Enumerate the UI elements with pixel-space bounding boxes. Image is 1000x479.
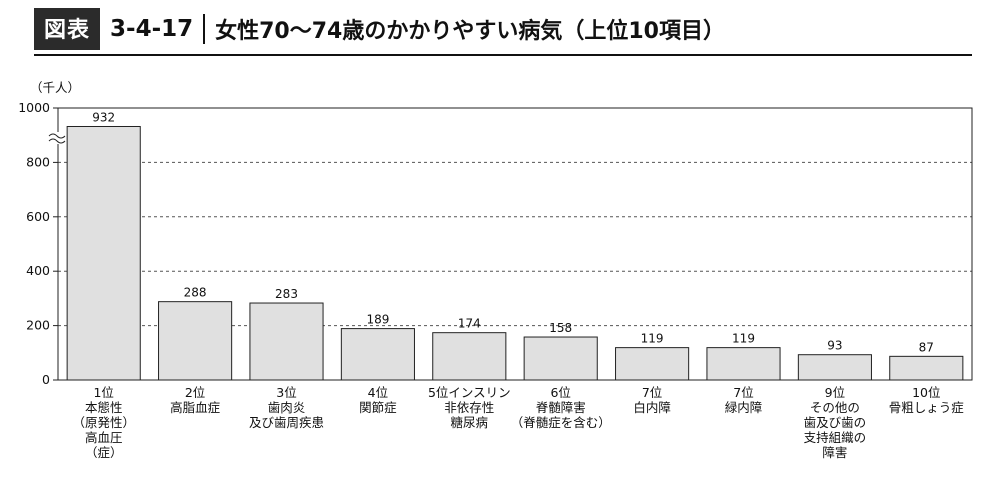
category-label: 3位 bbox=[276, 385, 296, 400]
bar bbox=[340, 328, 415, 381]
category-label: 本態性 bbox=[85, 400, 123, 415]
category-label: 9位 bbox=[825, 385, 845, 400]
category-label: 糖尿病 bbox=[451, 415, 489, 430]
bar bbox=[158, 301, 233, 381]
category-label: 脊髄障害 bbox=[536, 400, 586, 415]
category-label: （原発性） bbox=[72, 415, 135, 430]
category-label: 及び歯周疾患 bbox=[249, 415, 324, 430]
category-label: 歯及び歯の bbox=[804, 415, 867, 430]
data-label: 87 bbox=[919, 340, 934, 354]
category-label: （脊髄症を含む） bbox=[511, 415, 611, 430]
header-rule bbox=[34, 54, 972, 56]
data-label: 158 bbox=[549, 321, 572, 335]
category-label: 支持組織の bbox=[804, 430, 867, 445]
category-label: 6位 bbox=[550, 385, 570, 400]
bar bbox=[432, 332, 507, 381]
category-label: 7位 bbox=[733, 385, 753, 400]
category-label: 緑内障 bbox=[725, 400, 763, 415]
category-label: 障害 bbox=[822, 445, 847, 460]
axis-break-mask bbox=[50, 132, 64, 144]
category-label: 歯肉炎 bbox=[268, 400, 306, 415]
figure-number: 3-4-17 bbox=[110, 16, 194, 42]
bar bbox=[889, 355, 964, 381]
category-label: 2位 bbox=[185, 385, 205, 400]
data-label: 283 bbox=[275, 287, 298, 301]
figure-header: 図表 3-4-17 女性70～74歳のかかりやすい病気（上位10項目） bbox=[34, 8, 725, 50]
y-tick-label: 1000 bbox=[18, 100, 50, 115]
bar bbox=[249, 302, 324, 381]
category-label: 高血圧 bbox=[85, 430, 123, 445]
y-tick-label: 400 bbox=[26, 263, 50, 278]
category-label: 4位 bbox=[368, 385, 388, 400]
category-label: 10位 bbox=[912, 385, 940, 400]
y-tick-label: 200 bbox=[26, 318, 50, 333]
bar bbox=[706, 347, 781, 381]
title-divider bbox=[203, 14, 206, 44]
category-label: 白内障 bbox=[633, 400, 671, 415]
bar bbox=[797, 354, 872, 381]
data-label: 174 bbox=[458, 317, 481, 331]
category-label: 高脂血症 bbox=[170, 400, 220, 415]
category-label: 関節症 bbox=[359, 400, 397, 415]
bar bbox=[523, 336, 598, 381]
figure-title: 女性70～74歳のかかりやすい病気（上位10項目） bbox=[215, 19, 725, 44]
category-label: 非依存性 bbox=[444, 400, 494, 415]
category-label: （症） bbox=[85, 445, 123, 460]
category-label: 1位 bbox=[93, 385, 113, 400]
data-label: 288 bbox=[184, 286, 207, 300]
data-label: 119 bbox=[641, 332, 664, 346]
y-tick-label: 800 bbox=[26, 154, 50, 169]
data-label: 932 bbox=[92, 110, 115, 124]
y-tick-label: 0 bbox=[42, 372, 50, 387]
y-axis-unit-label: （千人） bbox=[30, 80, 80, 95]
category-label: 骨粗しょう症 bbox=[889, 400, 964, 415]
plot-frame bbox=[57, 107, 973, 381]
data-label: 189 bbox=[366, 313, 389, 327]
y-tick-label: 600 bbox=[26, 209, 50, 224]
figure-badge: 図表 bbox=[34, 8, 101, 50]
axis-break-mark bbox=[48, 138, 66, 144]
data-label: 93 bbox=[827, 339, 842, 353]
data-label: 119 bbox=[732, 332, 755, 346]
bar bbox=[66, 125, 141, 381]
axis-break-mark bbox=[48, 133, 66, 139]
category-label: その他の bbox=[810, 400, 860, 415]
category-label: 7位 bbox=[642, 385, 662, 400]
category-label: 5位インスリン bbox=[428, 385, 511, 400]
bar bbox=[615, 347, 690, 381]
